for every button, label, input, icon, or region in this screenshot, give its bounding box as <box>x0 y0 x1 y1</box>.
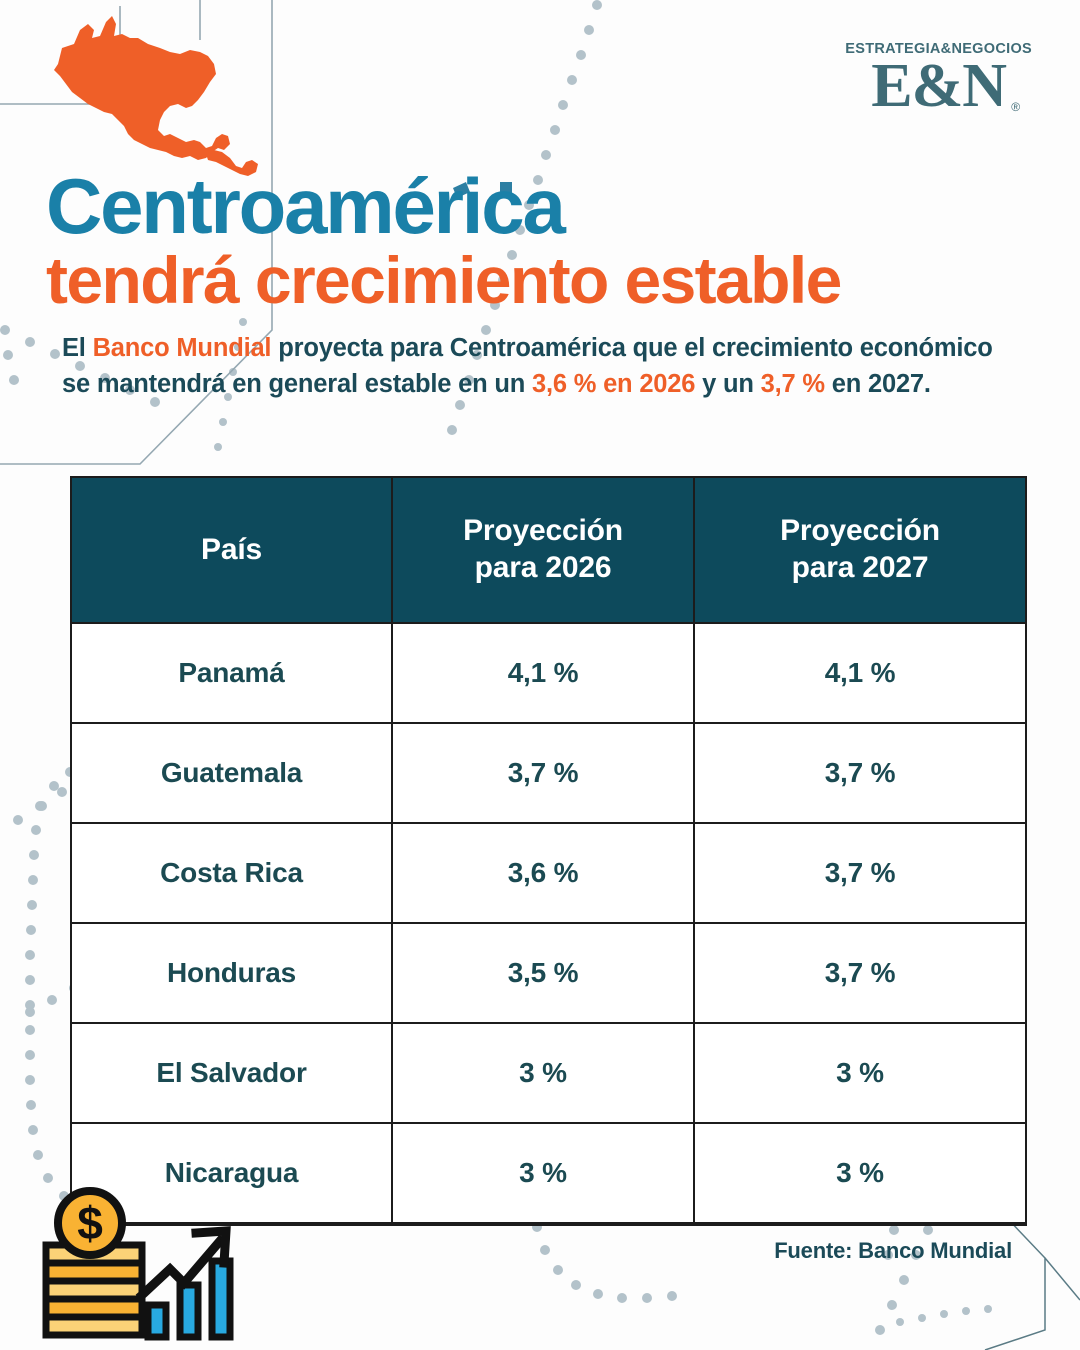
logo-main-text: E&N ® <box>871 55 1020 117</box>
cell-2026: 3,5 % <box>391 922 695 1024</box>
cell-2027: 3 % <box>693 1022 1027 1124</box>
table-row: Honduras 3,5 % 3,7 % <box>70 922 1027 1024</box>
subtitle-highlight-2027-value: 3,7 % <box>760 370 825 399</box>
table-header-row: País Proyección para 2026 Proyección par… <box>70 476 1027 624</box>
column-header-pais: País <box>70 476 393 624</box>
logo-superscript: ESTRATEGIA&NEGOCIOS <box>845 41 1032 57</box>
column-header-2027-line2: para 2027 <box>791 551 929 584</box>
cell-2026: 3,7 % <box>391 722 695 824</box>
cell-2027: 4,1 % <box>693 622 1027 724</box>
table-body: Panamá 4,1 % 4,1 % Guatemala 3,7 % 3,7 %… <box>70 622 1027 1226</box>
column-header-2026-line2: para 2026 <box>474 551 612 584</box>
table-row: Nicaragua 3 % 3 % <box>70 1122 1027 1226</box>
subtitle-part-2: proyecta para Centroamérica que el creci… <box>62 334 993 399</box>
column-header-2026: Proyección para 2026 <box>391 476 695 624</box>
subtitle-part-4: en 2027. <box>824 370 931 399</box>
cell-2026: 3 % <box>391 1122 695 1226</box>
cell-2027: 3 % <box>693 1122 1027 1226</box>
source-note: Fuente: Banco Mundial <box>774 1238 1012 1263</box>
headline-line-2: tendrá crecimiento estable <box>46 243 842 318</box>
cell-country: Guatemala <box>70 722 393 824</box>
table-row: Costa Rica 3,6 % 3,7 % <box>70 822 1027 924</box>
svg-text:$: $ <box>77 1197 103 1249</box>
projection-table: País Proyección para 2026 Proyección par… <box>70 476 1027 1226</box>
column-header-pais-line1: País <box>201 532 262 566</box>
registered-trademark-icon: ® <box>1011 99 1020 114</box>
cell-country: Costa Rica <box>70 822 393 924</box>
cell-country: El Salvador <box>70 1022 393 1124</box>
cell-country: Honduras <box>70 922 393 1024</box>
subtitle-part-3: y un <box>695 370 761 399</box>
cell-country: Nicaragua <box>70 1122 393 1226</box>
subtitle-paragraph: El Banco Mundial proyecta para Centroamé… <box>62 330 1002 402</box>
table-header: País Proyección para 2026 Proyección par… <box>70 476 1027 624</box>
table-row: Guatemala 3,7 % 3,7 % <box>70 722 1027 824</box>
cell-2027: 3,7 % <box>693 822 1027 924</box>
cell-2026: 3 % <box>391 1022 695 1124</box>
logo-main-label: E&N <box>871 51 1007 120</box>
cell-2027: 3,7 % <box>693 722 1027 824</box>
cell-2027: 3,7 % <box>693 922 1027 1024</box>
page-title: Centroamérica tendrá crecimiento estable <box>46 162 1026 318</box>
column-header-2027-line1: Proyección <box>780 514 940 548</box>
table-row: El Salvador 3 % 3 % <box>70 1022 1027 1124</box>
subtitle-highlight-2026: 3,6 % en 2026 <box>531 370 696 399</box>
money-growth-icon: $ <box>34 1185 259 1345</box>
headline-line-1: Centroamérica <box>46 162 566 250</box>
cell-2026: 4,1 % <box>391 622 695 724</box>
central-america-map-icon <box>18 8 288 198</box>
table-row: Panamá 4,1 % 4,1 % <box>70 622 1027 724</box>
column-header-2027: Proyección para 2027 <box>693 476 1027 624</box>
subtitle-highlight-banco-mundial: Banco Mundial <box>92 334 272 362</box>
cell-country: Panamá <box>70 622 393 724</box>
column-header-2026-line1: Proyección <box>463 514 623 548</box>
brand-logo: ESTRATEGIA&NEGOCIOS E&N ® <box>845 41 1032 117</box>
cell-2026: 3,6 % <box>391 822 695 924</box>
subtitle-part-1: El <box>62 334 93 362</box>
